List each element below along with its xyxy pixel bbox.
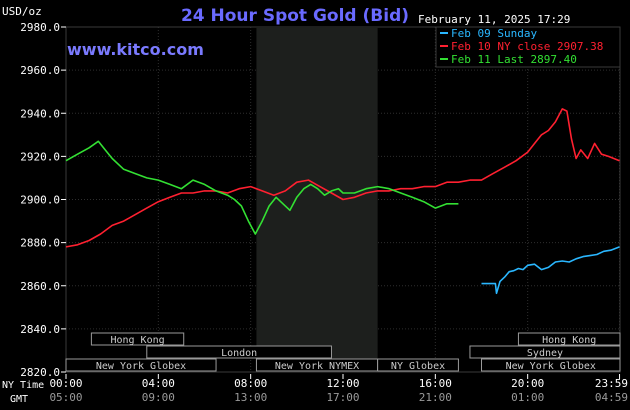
y-tick-label: 2920.0 bbox=[20, 150, 60, 163]
gmt-tick-label: 17:00 bbox=[326, 391, 359, 404]
chart-datetime: February 11, 2025 17:29 bbox=[418, 13, 570, 26]
y-tick-label: 2840.0 bbox=[20, 323, 60, 336]
ny-tick-label: 08:00 bbox=[234, 377, 267, 390]
series-line-2 bbox=[65, 140, 459, 235]
chart-title: 24 Hour Spot Gold (Bid) bbox=[181, 6, 409, 26]
gmt-tick-label: 04:59 bbox=[595, 391, 628, 404]
nymex-highlight bbox=[256, 27, 378, 372]
ny-time-label: NY Time bbox=[2, 380, 44, 391]
gmt-tick-label: 05:00 bbox=[49, 391, 82, 404]
ny-tick-label: 00:00 bbox=[49, 377, 82, 390]
gmt-tick-label: 01:00 bbox=[511, 391, 544, 404]
y-tick-label: 2940.0 bbox=[20, 107, 60, 120]
legend-entry: Feb 11 Last 2897.40 bbox=[451, 53, 577, 66]
y-tick-label: 2860.0 bbox=[20, 280, 60, 293]
session-box bbox=[469, 345, 621, 359]
session-box bbox=[90, 332, 185, 346]
session-box bbox=[377, 358, 459, 372]
ny-tick-label: 16:00 bbox=[419, 377, 452, 390]
series-line-0 bbox=[481, 246, 620, 295]
session-box bbox=[517, 332, 621, 346]
ny-tick-label: 23:59 bbox=[595, 377, 628, 390]
session-label: New York Globex bbox=[506, 361, 596, 372]
market-sessions: Hong Kong Hong Kong London Sydney New York G… bbox=[65, 332, 621, 372]
gmt-tick-label: 13:00 bbox=[234, 391, 267, 404]
session-label: NY Globex bbox=[391, 361, 445, 372]
ny-tick-label: 12:00 bbox=[326, 377, 359, 390]
session-label: Sydney bbox=[527, 348, 563, 359]
session-label: London bbox=[221, 348, 257, 359]
session-label: New York Globex bbox=[96, 361, 186, 372]
y-tick-label: 2960.0 bbox=[20, 64, 60, 77]
y-tick-label: 2980.0 bbox=[20, 21, 60, 34]
session-label: New York NYMEX bbox=[275, 361, 359, 372]
session-label: Hong Kong bbox=[110, 335, 164, 346]
nymex-session-band bbox=[256, 27, 378, 372]
legend-box bbox=[435, 26, 621, 68]
session-box bbox=[146, 345, 332, 359]
unit-label: USD/oz bbox=[2, 5, 42, 18]
ny-tick-label: 04:00 bbox=[142, 377, 175, 390]
gmt-label: GMT bbox=[10, 394, 28, 405]
y-axis-labels: 2980.0 2960.0 2940.0 2920.0 2900.0 2880.0 2860… bbox=[20, 21, 66, 379]
session-label: Hong Kong bbox=[542, 335, 596, 346]
series-lines bbox=[65, 108, 620, 295]
ny-tick-label: 20:00 bbox=[511, 377, 544, 390]
legend-entry: Feb 09 Sunday bbox=[451, 27, 537, 40]
legend-entry: Feb 10 NY close 2907.38 bbox=[451, 40, 603, 53]
gmt-tick-label: 21:00 bbox=[419, 391, 452, 404]
site-url[interactable]: www.kitco.com bbox=[67, 40, 204, 59]
session-box bbox=[65, 358, 217, 372]
series-line-1 bbox=[65, 108, 620, 248]
y-tick-label: 2900.0 bbox=[20, 194, 60, 207]
gmt-tick-label: 09:00 bbox=[142, 391, 175, 404]
y-tick-label: 2820.0 bbox=[20, 366, 60, 379]
y-tick-label: 2880.0 bbox=[20, 237, 60, 250]
session-box bbox=[481, 358, 621, 372]
